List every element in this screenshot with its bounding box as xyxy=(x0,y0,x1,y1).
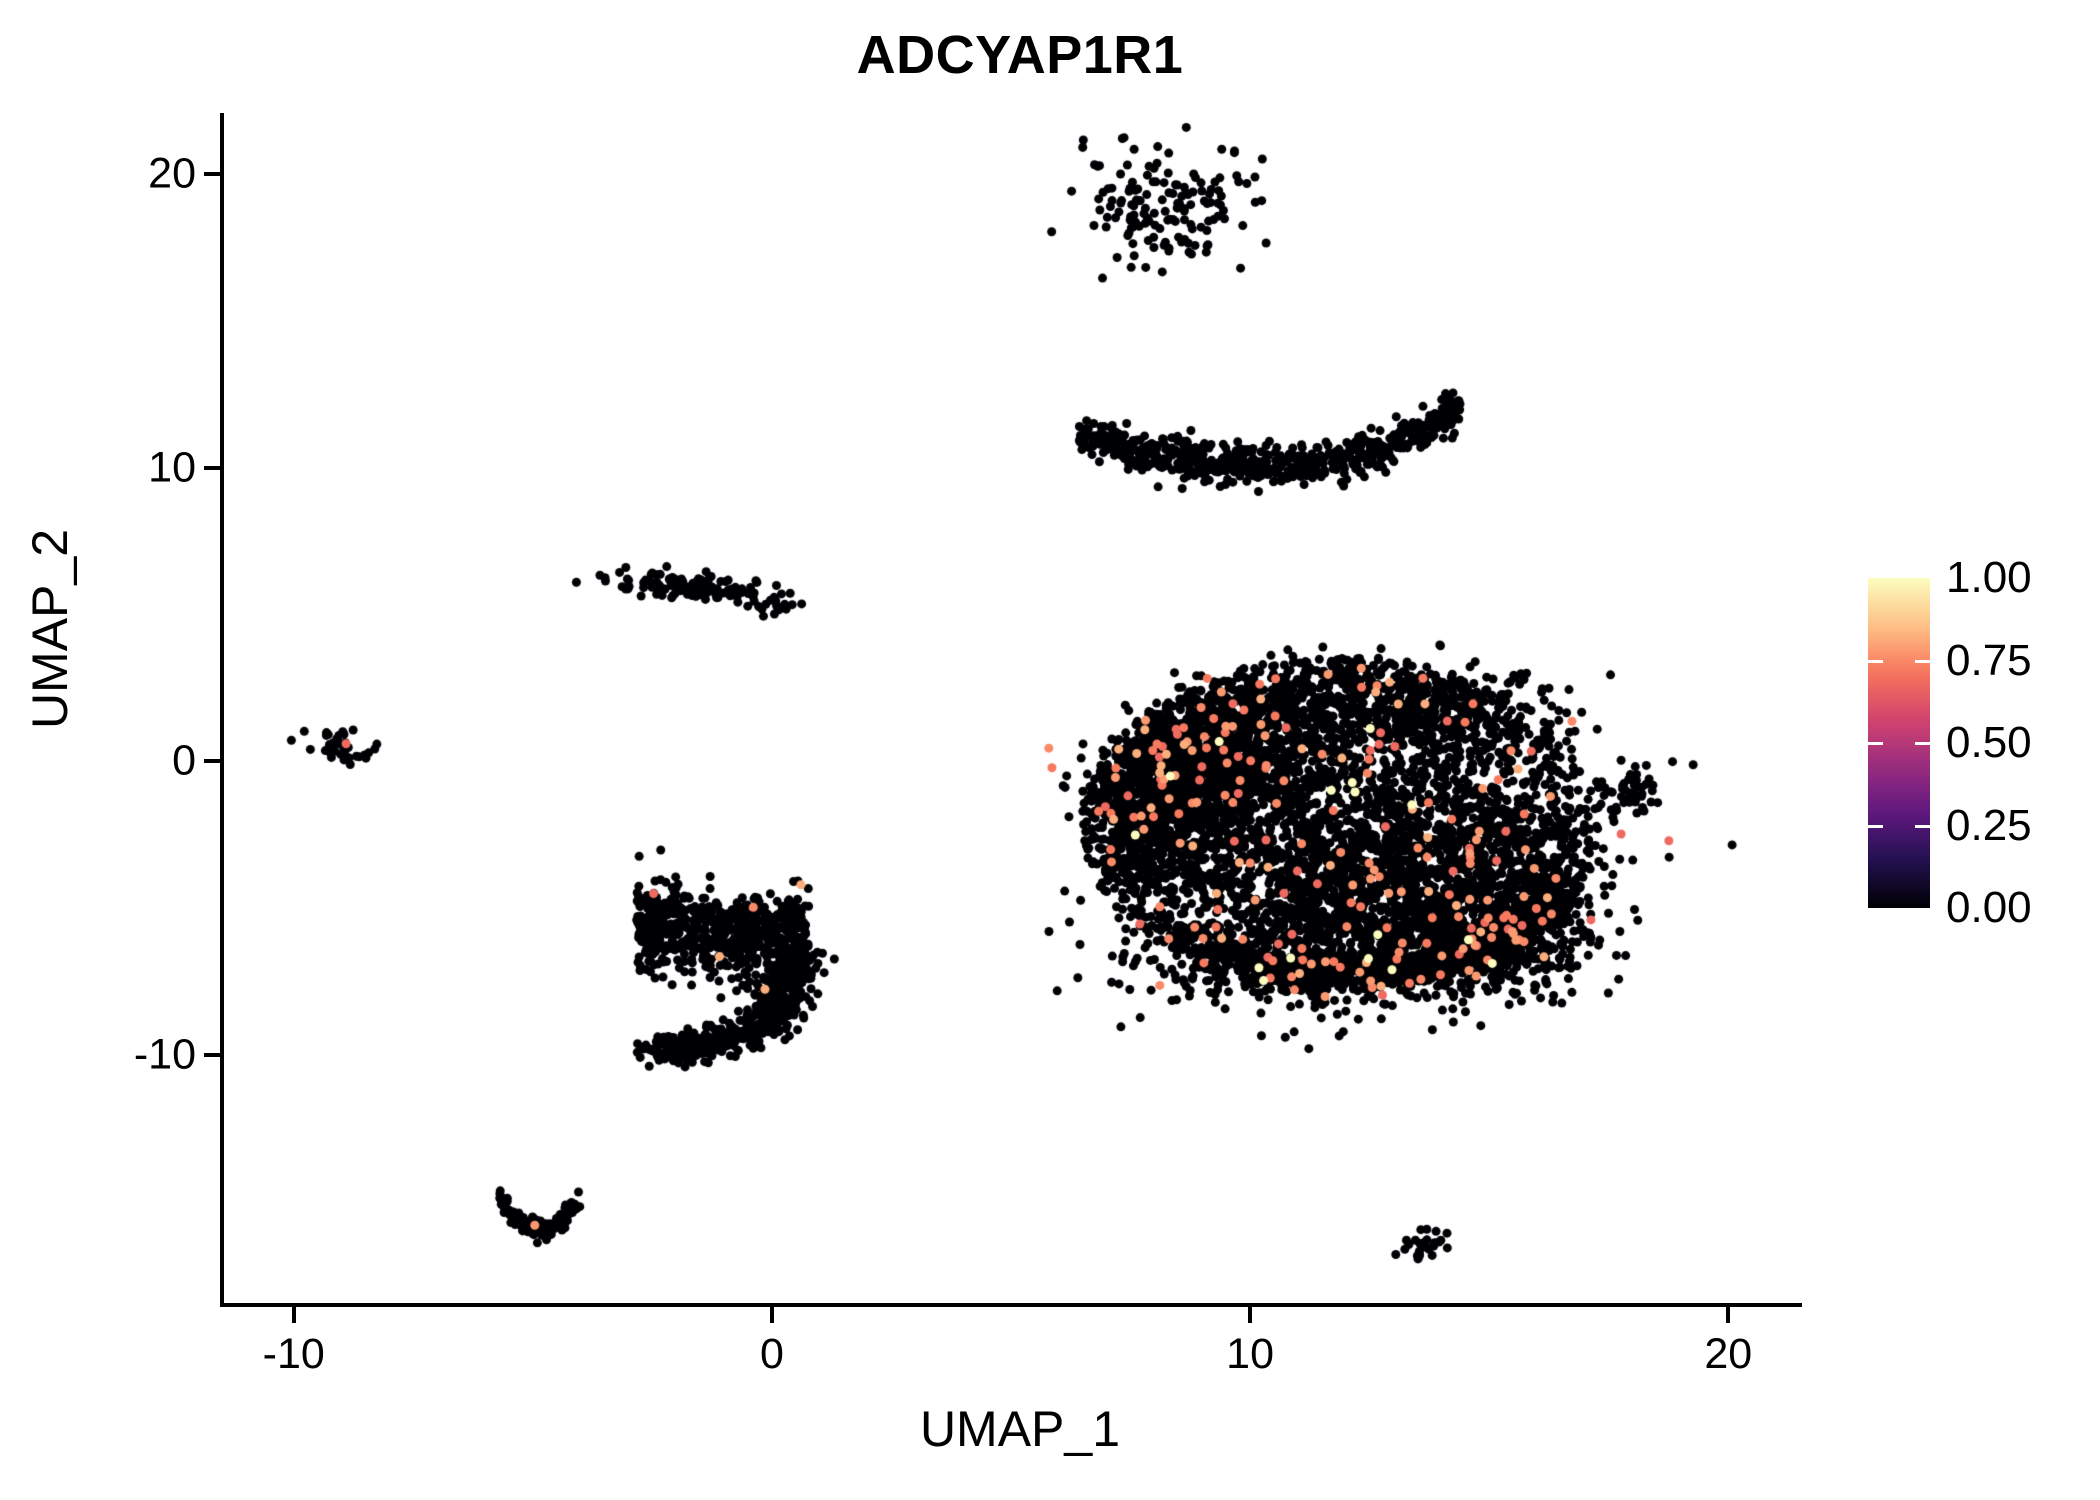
colorbar-tick-mark xyxy=(1915,742,1930,745)
y-tick-label: -10 xyxy=(133,1030,196,1079)
colorbar-tick-label: 0.00 xyxy=(1946,883,2032,932)
x-tick-mark xyxy=(1248,1307,1253,1323)
y-axis-title: UMAP_2 xyxy=(22,528,78,730)
y-tick-mark xyxy=(204,1053,220,1058)
colorbar-tick-mark xyxy=(1868,824,1883,828)
colorbar-tick-label: 0.25 xyxy=(1946,800,2032,850)
colorbar-tick-label: 1.00 xyxy=(1946,553,2032,602)
x-tick-mark xyxy=(291,1307,296,1323)
colorbar-tick-mark xyxy=(1868,742,1883,745)
colorbar-tick-label: 0.50 xyxy=(1946,718,2032,767)
y-tick-label: 10 xyxy=(148,443,196,492)
x-tick-mark xyxy=(769,1307,774,1323)
x-tick-mark xyxy=(1726,1307,1731,1323)
y-tick-mark xyxy=(204,171,220,176)
x-tick-label: 20 xyxy=(1704,1330,1753,1378)
colorbar-tick-mark xyxy=(1915,659,1930,663)
y-tick-mark xyxy=(204,465,220,470)
colorbar-tick-mark xyxy=(1868,659,1883,663)
y-tick-label: 20 xyxy=(148,149,196,198)
colorbar-legend: 1.00 0.75 0.50 0.25 0.00 xyxy=(1868,553,2032,932)
colorbar-tick-mark xyxy=(1915,824,1930,828)
y-tick-mark xyxy=(204,759,220,764)
colorbar-tick-label: 0.75 xyxy=(1946,635,2032,685)
plot-panel xyxy=(222,115,1800,1305)
x-tick-label: 0 xyxy=(759,1330,784,1378)
x-axis-line xyxy=(220,1303,1802,1307)
x-tick-label: -10 xyxy=(262,1330,325,1378)
page-title: ADCYAP1R1 xyxy=(856,25,1184,85)
y-tick-label: 0 xyxy=(172,736,196,785)
scatter-points-canvas xyxy=(222,115,1800,1305)
x-axis-title: UMAP_1 xyxy=(919,1401,1121,1457)
x-tick-label: 10 xyxy=(1226,1330,1274,1378)
